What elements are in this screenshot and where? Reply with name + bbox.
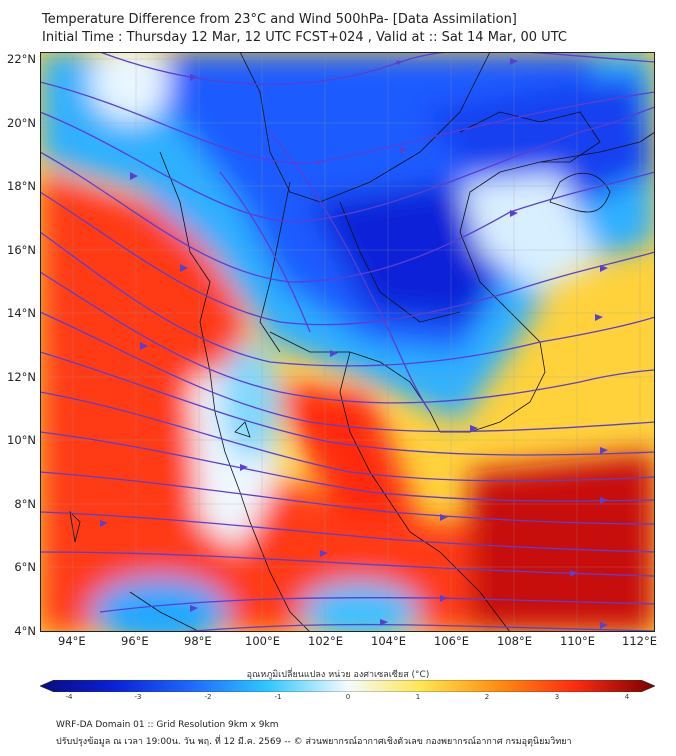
lon-label: 110°E: [560, 634, 595, 648]
lon-label: 112°E: [622, 634, 657, 648]
wind-arrows: [100, 58, 608, 629]
graticule: [40, 52, 655, 632]
lat-label: 12°N: [7, 370, 36, 384]
lon-label: 94°E: [58, 634, 86, 648]
map-panel: [40, 52, 655, 632]
map-title: Temperature Difference from 23°C and Win…: [42, 12, 517, 27]
colorbar-tick: -4: [65, 693, 73, 701]
lat-label: 4°N: [14, 624, 36, 638]
colorbar-tick: -2: [204, 693, 212, 701]
colorbar-tick: 1: [415, 693, 421, 701]
colorbar-tick: 2: [484, 693, 490, 701]
map-subtitle: Initial Time : Thursday 12 Mar, 12 UTC F…: [42, 30, 567, 45]
footer-model-info: WRF-DA Domain 01 :: Grid Resolution 9km …: [56, 720, 279, 730]
colorbar-tick: 0: [345, 693, 351, 701]
lon-label: 102°E: [308, 634, 343, 648]
lat-label: 14°N: [7, 306, 36, 320]
lat-label: 10°N: [7, 433, 36, 447]
lon-label: 106°E: [434, 634, 469, 648]
lat-label: 6°N: [14, 560, 36, 574]
lat-label: 20°N: [7, 116, 36, 130]
colorbar-tick: 3: [554, 693, 560, 701]
colorbar-tick: -1: [274, 693, 282, 701]
temperature-map: [40, 52, 655, 632]
lon-label: 100°E: [245, 634, 280, 648]
lon-label: 96°E: [121, 634, 149, 648]
lon-label: 108°E: [497, 634, 532, 648]
lat-label: 16°N: [7, 243, 36, 257]
colorbar-tick: 4: [624, 693, 630, 701]
temperature-field: [40, 52, 655, 632]
footer-credit: ปรับปรุงข้อมูล ณ เวลา 19:00น. วัน พฤ. ที…: [56, 737, 572, 747]
lat-label: 8°N: [14, 497, 36, 511]
lon-label: 104°E: [371, 634, 406, 648]
lat-label: 22°N: [7, 52, 36, 66]
wind-streamlines: [40, 52, 655, 632]
colorbar: [40, 680, 655, 692]
colorbar-title: อุณหภูมิเปลี่ยนแปลง หน่วย องศาเซลเซียส (…: [246, 670, 430, 680]
lat-label: 18°N: [7, 179, 36, 193]
colorbar-tick: -3: [134, 693, 142, 701]
lon-label: 98°E: [184, 634, 212, 648]
